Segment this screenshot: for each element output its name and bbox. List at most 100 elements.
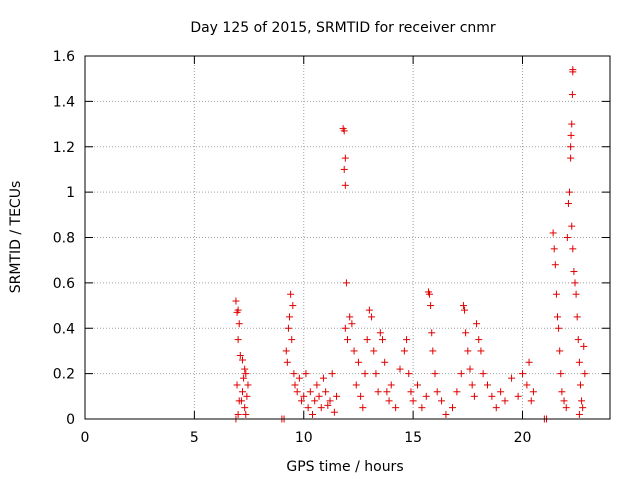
data-point (286, 313, 294, 321)
data-point (576, 381, 584, 389)
data-point (383, 388, 391, 396)
y-axis-label: SRMTID / TECUs (8, 181, 24, 294)
data-point (233, 381, 241, 389)
data-point (376, 329, 384, 337)
data-point (442, 410, 450, 418)
data-point (374, 388, 382, 396)
grid (85, 56, 610, 419)
data-point (573, 313, 581, 321)
data-point (341, 181, 349, 189)
y-tick-label: 0.8 (53, 231, 75, 247)
data-point (470, 392, 478, 400)
data-point (290, 370, 298, 378)
data-point (291, 381, 299, 389)
data-point (453, 388, 461, 396)
data-point (473, 320, 481, 328)
data-point (293, 388, 301, 396)
data-point (370, 347, 378, 355)
data-point (468, 381, 476, 389)
data-point (459, 302, 467, 310)
data-point (379, 336, 386, 344)
data-point (304, 404, 312, 412)
data-point (348, 320, 356, 328)
data-point (241, 365, 249, 373)
data-point (431, 370, 439, 378)
data-point (288, 336, 296, 344)
data-point (242, 370, 250, 378)
x-tick-label: 10 (295, 430, 313, 446)
data-point (571, 279, 579, 287)
y-tick-label: 1.6 (53, 49, 75, 65)
data-point (309, 410, 316, 418)
data-point (340, 127, 348, 135)
data-point (569, 66, 577, 74)
data-point (414, 381, 421, 389)
data-point (488, 392, 496, 400)
data-point (449, 404, 456, 412)
data-point (354, 358, 362, 366)
data-point (317, 404, 325, 412)
data-point (579, 404, 587, 412)
data-point (234, 410, 242, 418)
data-point (429, 347, 437, 355)
data-point (566, 188, 574, 196)
data-point (575, 358, 583, 366)
data-point (284, 324, 292, 332)
data-point (549, 229, 557, 237)
data-point (567, 154, 575, 162)
data-point (556, 347, 564, 355)
x-tick-label: 20 (514, 430, 532, 446)
data-point (330, 408, 338, 416)
data-point (234, 336, 242, 344)
data-point (462, 329, 470, 337)
data-point (234, 306, 242, 314)
data-point (363, 336, 371, 344)
data-point (298, 397, 306, 405)
data-point (529, 388, 537, 396)
data-point (567, 131, 575, 139)
data-point (581, 370, 589, 378)
y-tick-label: 0.4 (53, 321, 75, 337)
data-point (497, 388, 505, 396)
data-point (433, 388, 441, 396)
x-tick-label: 15 (404, 430, 422, 446)
data-point (322, 388, 330, 396)
data-point (315, 392, 323, 400)
data-point (344, 336, 351, 344)
data-point (241, 404, 249, 412)
data-point (240, 374, 248, 382)
data-point (477, 347, 485, 355)
data-point (574, 336, 582, 344)
data-point (357, 392, 365, 400)
data-point (306, 388, 314, 396)
data-point (418, 404, 426, 412)
data-point (422, 392, 430, 400)
data-point (340, 165, 348, 173)
data-point (562, 404, 570, 412)
data-point (400, 347, 408, 355)
data-point (365, 306, 373, 314)
data-points (232, 66, 589, 423)
plot-frame (84, 55, 611, 420)
data-point (550, 245, 558, 253)
data-point (552, 290, 560, 298)
data-point (287, 290, 295, 298)
data-point (392, 404, 400, 412)
data-point (242, 410, 250, 418)
data-point (326, 397, 334, 405)
data-point (368, 313, 376, 321)
data-point (387, 381, 395, 389)
data-point (313, 381, 321, 389)
data-point (409, 397, 417, 405)
data-point (461, 306, 469, 314)
data-point (427, 302, 435, 310)
data-point (239, 388, 246, 396)
data-point (438, 397, 446, 405)
data-point (403, 336, 411, 344)
data-point (492, 404, 500, 412)
data-point (501, 397, 509, 405)
data-point (244, 381, 252, 389)
data-point (359, 404, 367, 412)
data-point (341, 154, 349, 162)
data-point (466, 365, 474, 373)
